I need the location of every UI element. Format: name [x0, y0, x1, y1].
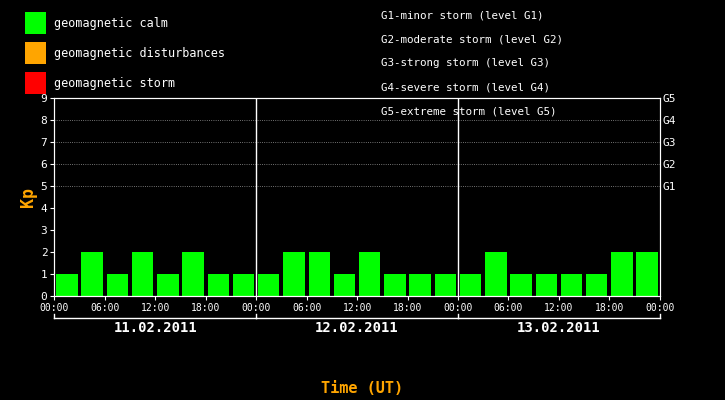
- Bar: [384, 274, 405, 296]
- Bar: [410, 274, 431, 296]
- Bar: [611, 252, 633, 296]
- Text: G2-moderate storm (level G2): G2-moderate storm (level G2): [381, 34, 563, 44]
- Text: 13.02.2011: 13.02.2011: [517, 321, 601, 335]
- Bar: [132, 252, 154, 296]
- Bar: [586, 274, 608, 296]
- Bar: [207, 274, 229, 296]
- Bar: [81, 252, 103, 296]
- Bar: [359, 252, 381, 296]
- Bar: [283, 252, 304, 296]
- Bar: [460, 274, 481, 296]
- Bar: [637, 252, 658, 296]
- Bar: [560, 274, 582, 296]
- Text: G5-extreme storm (level G5): G5-extreme storm (level G5): [381, 106, 556, 116]
- Text: G4-severe storm (level G4): G4-severe storm (level G4): [381, 82, 550, 92]
- Bar: [334, 274, 355, 296]
- Bar: [233, 274, 254, 296]
- Bar: [157, 274, 178, 296]
- Text: geomagnetic calm: geomagnetic calm: [54, 16, 168, 30]
- Bar: [485, 252, 507, 296]
- Text: 11.02.2011: 11.02.2011: [113, 321, 197, 335]
- Bar: [57, 274, 78, 296]
- Y-axis label: Kp: Kp: [19, 187, 36, 207]
- Bar: [434, 274, 456, 296]
- Text: G1-minor storm (level G1): G1-minor storm (level G1): [381, 10, 543, 20]
- Bar: [183, 252, 204, 296]
- Text: geomagnetic storm: geomagnetic storm: [54, 76, 175, 90]
- Bar: [309, 252, 330, 296]
- Bar: [107, 274, 128, 296]
- Text: Time (UT): Time (UT): [321, 381, 404, 396]
- Bar: [258, 274, 280, 296]
- Bar: [536, 274, 557, 296]
- Text: G3-strong storm (level G3): G3-strong storm (level G3): [381, 58, 550, 68]
- Text: geomagnetic disturbances: geomagnetic disturbances: [54, 46, 225, 60]
- Bar: [510, 274, 531, 296]
- Text: 12.02.2011: 12.02.2011: [315, 321, 399, 335]
